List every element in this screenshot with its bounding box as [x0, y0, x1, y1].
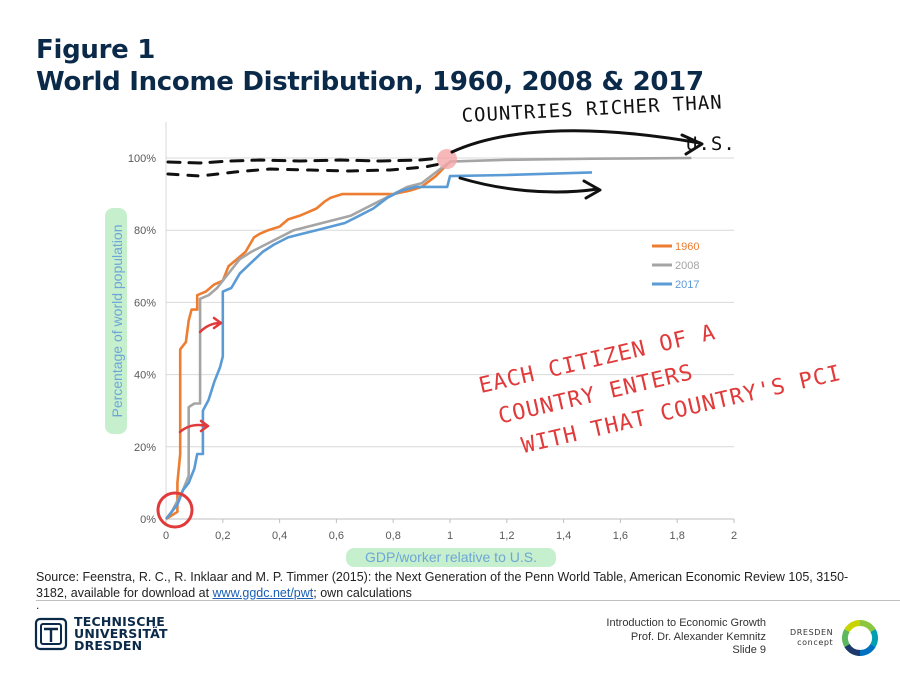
dashed-line-1 [166, 156, 442, 165]
hand-annotations [156, 129, 704, 529]
x-axis-label: GDP/worker relative to U.S. [365, 549, 537, 565]
dc-logo-line2: concept [797, 638, 834, 647]
red-arrow-1 [178, 423, 209, 434]
tu-emblem-icon [34, 617, 68, 651]
x-tick-labels: 0 0,2 0,4 0,6 0,8 1 1,2 1,4 1,6 1,8 2 [163, 519, 737, 542]
tu-logo-line1: TECHNISCHE [74, 614, 165, 629]
x-tick-label: 0,4 [272, 530, 287, 542]
footer-divider [36, 600, 900, 601]
y-tick-label: 100% [128, 153, 156, 165]
x-tick-label: 1,8 [670, 530, 685, 542]
tu-logo-text: TECHNISCHE UNIVERSITÄT DRESDEN [74, 614, 168, 653]
dc-logo-text: DRESDEN concept [790, 628, 833, 648]
source-link[interactable]: www.ggdc.net/pwt [212, 586, 314, 600]
x-tick-label: 0 [163, 530, 169, 542]
title-line-1: Figure 1 [36, 35, 155, 65]
legend-label-2017: 2017 [675, 279, 699, 291]
source-tail: ; own calculations [313, 586, 412, 600]
y-tick-label: 40% [134, 370, 156, 382]
axis-label-highlights [105, 208, 556, 567]
course-info: Introduction to Economic Growth Prof. Dr… [606, 617, 766, 658]
arrow-upper [450, 129, 702, 154]
lecturer-name: Prof. Dr. Alexander Kemnitz [630, 630, 766, 643]
source-text: Source: Feenstra, R. C., R. Inklaar and … [36, 570, 849, 600]
dresden-concept-logo: DRESDEN concept [790, 617, 881, 659]
series-line-1960 [165, 160, 451, 521]
tu-dresden-logo: TECHNISCHE UNIVERSITÄT DRESDEN [34, 614, 168, 653]
highlight-mark-us [437, 149, 457, 169]
series-line-2008 [164, 156, 692, 520]
x-tick-label: 1 [447, 530, 453, 542]
source-dot: . [36, 598, 40, 612]
source-note: Source: Feenstra, R. C., R. Inklaar and … [36, 569, 876, 601]
course-title: Introduction to Economic Growth [606, 617, 766, 629]
red-arrow-1-head [199, 419, 210, 433]
y-axis-label: Percentage of world population [109, 224, 125, 417]
slide-number: Slide 9 [732, 644, 766, 656]
series-line-2017 [164, 171, 593, 520]
slide-title: Figure 1 World Income Distribution, 1960… [36, 34, 704, 98]
red-arrow-2-head [212, 316, 223, 330]
x-tick-label: 1,2 [499, 530, 514, 542]
tu-logo-line3: DRESDEN [74, 638, 143, 653]
y-tick-label: 0% [140, 514, 156, 526]
tu-logo-line2: UNIVERSITÄT [74, 626, 168, 641]
y-tick-label: 20% [134, 442, 156, 454]
x-tick-label: 1,4 [556, 530, 571, 542]
x-tick-label: 0,2 [215, 530, 230, 542]
dc-logo-line1: DRESDEN [790, 628, 834, 637]
legend-label-1960: 1960 [675, 241, 699, 253]
x-tick-label: 0,8 [386, 530, 401, 542]
note-richer-line2: U.S. [686, 133, 736, 155]
handwritten-text: COUNTRIES RICHER THAN U.S. EACH CITIZEN … [461, 91, 844, 459]
y-tick-label: 60% [134, 297, 156, 309]
dresden-concept-emblem-icon [842, 619, 879, 657]
dashed-line-2 [166, 161, 447, 178]
series-lines [164, 156, 692, 521]
x-tick-label: 1,6 [613, 530, 628, 542]
arrow-upper-head [680, 133, 704, 156]
x-tick-label: 2 [731, 530, 737, 542]
y-tick-label: 80% [134, 225, 156, 237]
arrow-lower [458, 176, 600, 194]
grid-lines [165, 122, 734, 520]
legend: 1960 2008 2017 [652, 241, 699, 291]
title-line-2: World Income Distribution, 1960, 2008 & … [36, 67, 704, 97]
red-arrow-2 [198, 321, 222, 334]
legend-label-2008: 2008 [675, 260, 699, 272]
income-distribution-chart: 0% 20% 40% 60% 80% 100% 0 0,2 0,4 0,6 0,8 1 1,2 1,4 1… [105, 91, 844, 567]
arrow-lower-head [582, 179, 602, 200]
note-richer-line1: COUNTRIES RICHER THAN [461, 91, 723, 127]
y-tick-labels: 0% 20% 40% 60% 80% 100% [128, 153, 156, 526]
red-circle-origin [156, 491, 194, 529]
x-tick-label: 0,6 [329, 530, 344, 542]
